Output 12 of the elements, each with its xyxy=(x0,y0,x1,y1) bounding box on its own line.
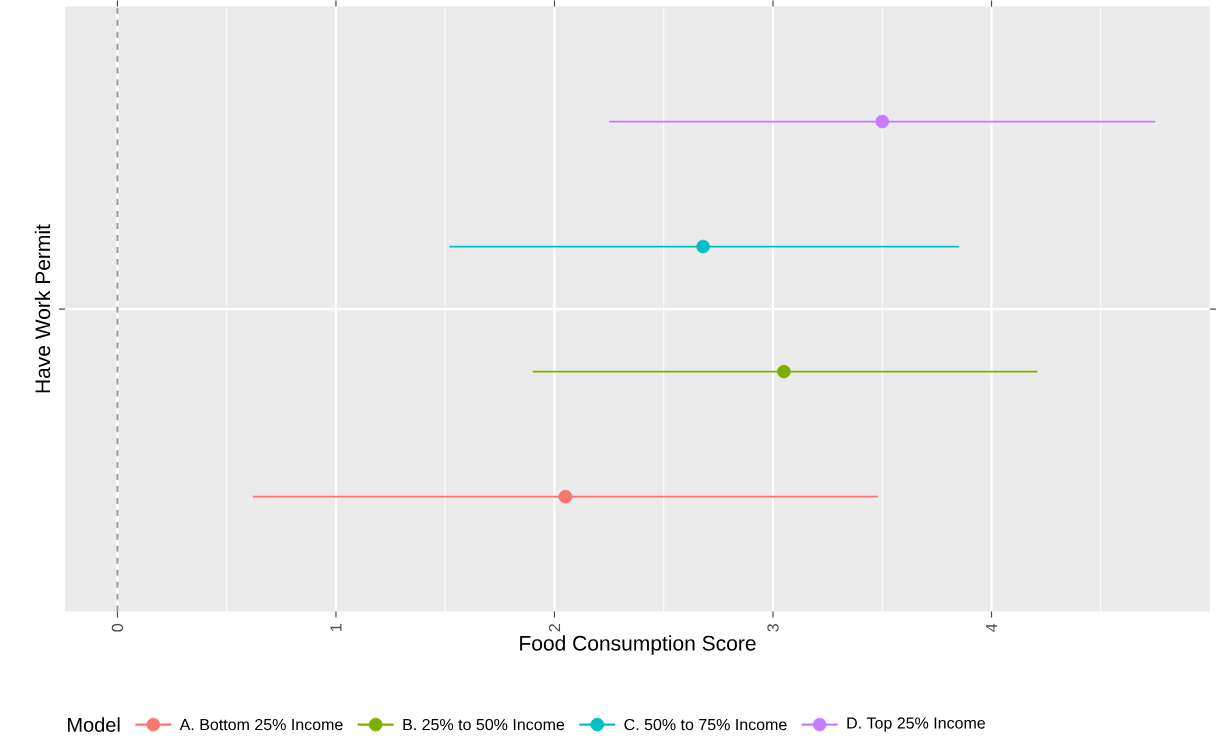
x-tick-label: 3 xyxy=(767,624,779,632)
legend-label: A. Bottom 25% Income xyxy=(179,719,343,731)
legend-label: C. 50% to 75% Income xyxy=(624,719,787,731)
y-axis-title: Have Work Permit xyxy=(34,224,51,393)
x-axis-title: Food Consumption Score xyxy=(520,635,756,656)
legend-title: Model xyxy=(68,717,120,733)
x-tick-label: 2 xyxy=(548,624,561,632)
legend-label: D. Top 25% Income xyxy=(847,717,985,733)
legend-label: B. 25% to 50% Income xyxy=(403,719,565,731)
x-tick-label: 0 xyxy=(111,624,124,632)
x-tick-label: 1 xyxy=(330,624,342,632)
x-tick-label: 4 xyxy=(986,623,997,633)
